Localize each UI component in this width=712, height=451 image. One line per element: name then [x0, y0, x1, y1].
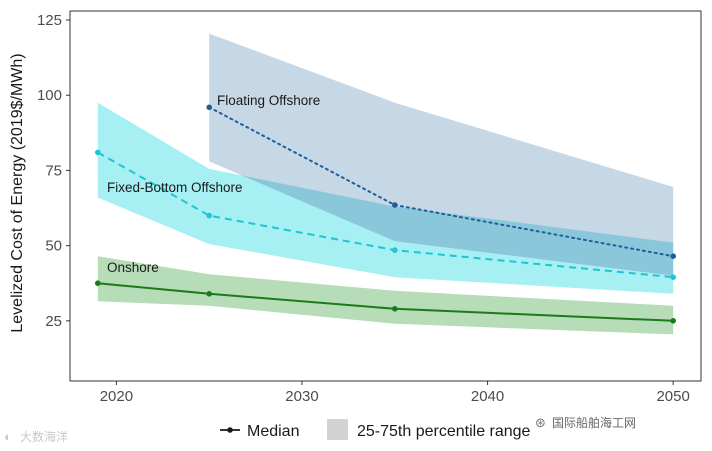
median-line-onshore — [97, 282, 674, 322]
y-tick-label: 50 — [45, 238, 62, 255]
legend-label-median: Median — [247, 423, 299, 440]
y-tick-label: 125 — [37, 12, 62, 29]
band-floating-offshore — [209, 33, 674, 276]
legend-label-percentile: 25-75th percentile range — [357, 423, 531, 440]
median-point-fixed-bottom-offshore — [392, 247, 398, 253]
y-tick-label: 75 — [45, 162, 62, 179]
y-tick-label: 100 — [37, 87, 62, 104]
legend: Median 25-75th percentile range — [220, 419, 531, 440]
series-label-floating-offshore: Floating Offshore — [217, 93, 320, 108]
median-points — [95, 104, 676, 324]
median-point-onshore — [670, 318, 676, 324]
watermark-right-text: 国际船舶海工网 — [552, 415, 636, 430]
median-point-fixed-bottom-offshore — [670, 274, 676, 281]
x-tick-label: 2020 — [100, 388, 133, 405]
median-point-fixed-bottom-offshore — [206, 212, 212, 219]
median-point-onshore — [392, 306, 398, 312]
watermark-right-icon: ⊛ — [535, 415, 546, 430]
legend-median-point — [227, 427, 233, 433]
x-axis-ticks: 2020 2030 2040 2050 — [100, 381, 690, 405]
median-point-floating-offshore — [670, 253, 676, 259]
median-point-floating-offshore — [392, 202, 398, 208]
median-point-floating-offshore — [206, 104, 212, 111]
median-point-onshore — [206, 291, 212, 297]
watermark-left-text: 大数海洋 — [20, 429, 68, 444]
watermark-right: ⊛ 国际船舶海工网 — [535, 415, 636, 430]
watermark-left: ◐ 大数海洋 — [4, 429, 68, 444]
y-tick-label: 25 — [45, 313, 62, 330]
x-tick-label: 2040 — [471, 388, 504, 405]
median-point-fixed-bottom-offshore — [95, 149, 101, 156]
series-label-onshore: Onshore — [107, 260, 159, 275]
series-label-fixed-bottom-offshore: Fixed-Bottom Offshore — [107, 180, 243, 195]
x-tick-label: 2050 — [656, 388, 689, 405]
x-tick-label: 2030 — [285, 388, 318, 405]
y-axis-title: Levelized Cost of Energy (2019$/MWh) — [9, 53, 26, 332]
y-axis-ticks: 25 50 75 100 125 — [37, 12, 70, 330]
median-line-fixed-bottom-offshore — [97, 151, 674, 279]
legend-band-swatch — [327, 419, 348, 440]
watermark-left-icon: ◐ — [4, 429, 12, 444]
median-point-onshore — [95, 280, 101, 287]
